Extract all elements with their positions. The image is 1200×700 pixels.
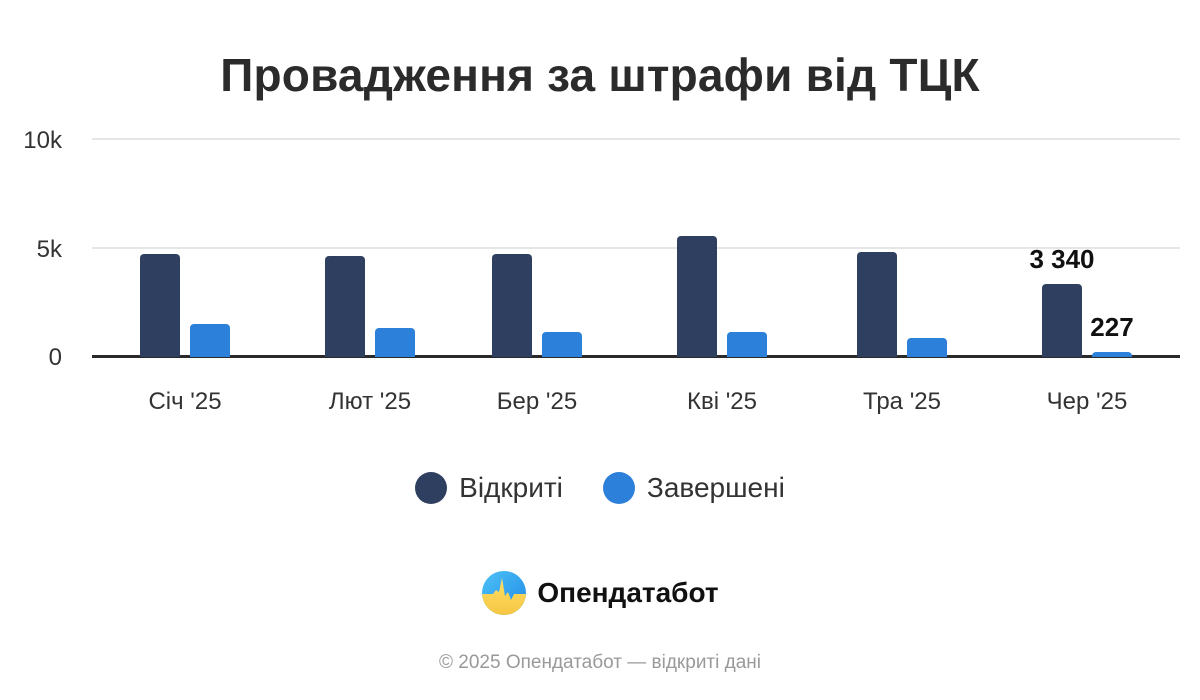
legend-label-open: Відкриті (459, 472, 563, 503)
bar-open[interactable] (677, 236, 717, 357)
x-axis-line (92, 355, 1180, 358)
bar-open[interactable] (1042, 284, 1082, 357)
x-tick-label: Тра '25 (863, 388, 941, 415)
opendatabot-logo-icon (482, 571, 527, 615)
bar-open[interactable] (492, 254, 532, 357)
gridline-10k (92, 138, 1180, 140)
x-tick-label: Чер '25 (1046, 388, 1128, 415)
copyright: © 2025 Опендатабот — відкриті дані (439, 652, 761, 673)
data-label-closed-jun: 227 (1090, 312, 1134, 342)
chart-title: Провадження за штрафи від ТЦК (220, 49, 980, 101)
legend-dot-open-icon (415, 472, 448, 504)
bar-closed[interactable] (1092, 352, 1132, 357)
legend-item-closed[interactable]: Завершені (602, 472, 785, 504)
bar-open[interactable] (140, 254, 180, 357)
x-tick-label: Кві '25 (686, 388, 757, 415)
x-tick-label: Січ '25 (148, 388, 222, 415)
x-tick-label: Лют '25 (328, 388, 412, 415)
brand: Опендатабот (0, 570, 1200, 616)
gridline-5k (92, 247, 1180, 249)
bar-closed[interactable] (907, 338, 947, 357)
bar-open[interactable] (857, 251, 897, 357)
bar-closed[interactable] (375, 328, 415, 357)
legend: Відкриті Завершені (0, 472, 1200, 504)
legend-label-closed: Завершені (646, 472, 785, 503)
bar-closed[interactable] (727, 331, 767, 357)
data-label-open-jun: 3 340 (1029, 244, 1095, 274)
brand-name: Опендатабот (537, 577, 719, 608)
bar-closed[interactable] (190, 324, 230, 357)
legend-item-open[interactable]: Відкриті (415, 472, 563, 504)
bar-closed[interactable] (542, 331, 582, 357)
legend-dot-closed-icon (602, 472, 635, 504)
y-tick-0: 0 (48, 344, 62, 371)
x-tick-label: Бер '25 (496, 388, 578, 415)
y-tick-10k: 10k (23, 127, 62, 154)
bar-open[interactable] (325, 256, 365, 357)
y-tick-5k: 5k (36, 236, 62, 263)
